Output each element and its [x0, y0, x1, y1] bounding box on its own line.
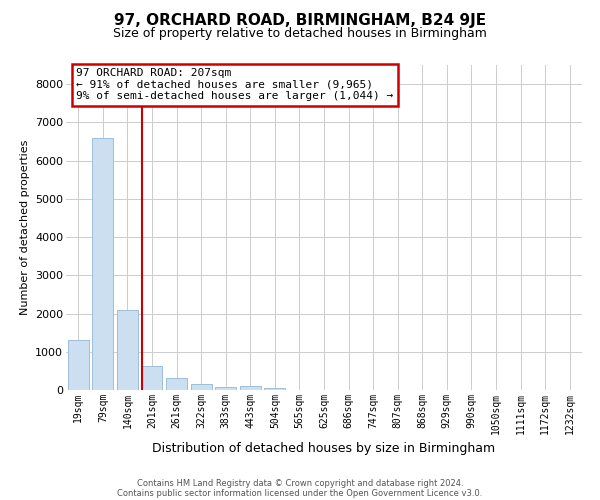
Bar — [265, 388, 286, 390]
Text: 97, ORCHARD ROAD, BIRMINGHAM, B24 9JE: 97, ORCHARD ROAD, BIRMINGHAM, B24 9JE — [114, 12, 486, 28]
Bar — [68, 340, 89, 390]
Bar — [215, 387, 236, 390]
Bar — [92, 138, 113, 390]
Y-axis label: Number of detached properties: Number of detached properties — [20, 140, 29, 315]
Text: 97 ORCHARD ROAD: 207sqm
← 91% of detached houses are smaller (9,965)
9% of semi-: 97 ORCHARD ROAD: 207sqm ← 91% of detache… — [76, 68, 394, 102]
Bar — [240, 386, 261, 390]
Text: Contains HM Land Registry data © Crown copyright and database right 2024.: Contains HM Land Registry data © Crown c… — [137, 478, 463, 488]
Bar — [142, 366, 163, 390]
Text: Size of property relative to detached houses in Birmingham: Size of property relative to detached ho… — [113, 28, 487, 40]
X-axis label: Distribution of detached houses by size in Birmingham: Distribution of detached houses by size … — [152, 442, 496, 455]
Bar — [191, 384, 212, 390]
Bar — [117, 310, 138, 390]
Text: Contains public sector information licensed under the Open Government Licence v3: Contains public sector information licen… — [118, 488, 482, 498]
Bar — [166, 378, 187, 390]
